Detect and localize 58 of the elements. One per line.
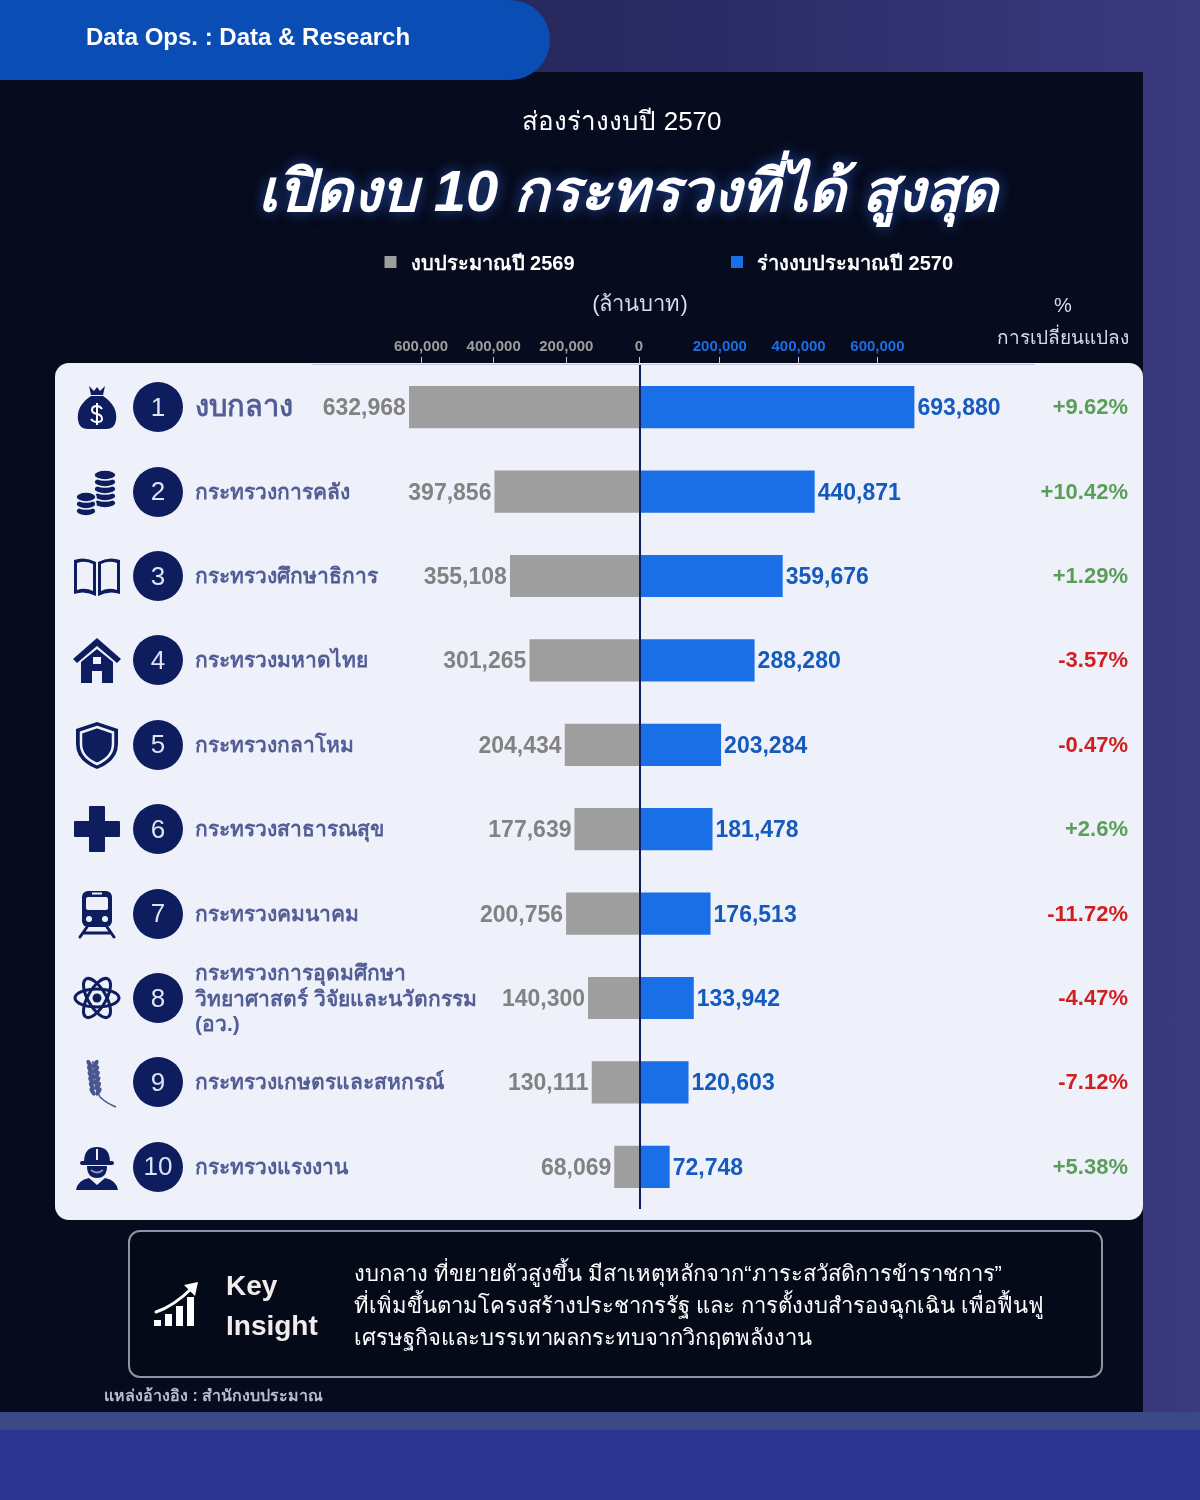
y-tick-label: กระทรวงมหาดไทย	[195, 648, 368, 672]
x-tick-label: 400,000	[466, 337, 521, 354]
y-tick-label: กระทรวงศึกษาธิการ	[195, 564, 378, 588]
text: +10.42%	[1040, 478, 1128, 505]
data-label: 203,284	[724, 731, 808, 758]
text: การเปลี่ยนแปลง	[997, 323, 1129, 350]
text: +9.62%	[1052, 394, 1128, 421]
x-tick-label: 600,000	[850, 337, 905, 354]
data-label: 440,871	[817, 478, 902, 505]
data-label: 301,265	[443, 647, 527, 674]
data-label: 397,856	[408, 478, 492, 505]
data-label: 130,111	[507, 1069, 589, 1096]
data-label: 133,942	[696, 985, 780, 1011]
data-label: 288,280	[757, 647, 841, 674]
chart-subtitle: ส่องร่างงบปี 2570	[522, 104, 722, 138]
text: -0.47%	[1058, 731, 1128, 758]
y-tick-label: กระทรวงการคลัง	[195, 479, 350, 503]
text: Data Ops. : Data & Research	[86, 23, 411, 51]
y-tick-label: กระทรวงสาธารณสุข	[195, 816, 385, 842]
text: Key Insight	[226, 1269, 319, 1343]
data-label: 693,880	[917, 394, 1001, 421]
data-label: 181,478	[715, 816, 799, 843]
data-label: 359,676	[785, 563, 869, 589]
data-label: 177,639	[488, 816, 572, 843]
text: -4.47%	[1058, 985, 1128, 1011]
data-label: 632,968	[322, 394, 407, 421]
data-label: 68,069	[540, 1153, 612, 1180]
y-tick-label: กระทรวงคมนาคม	[195, 901, 359, 925]
x-axis-title: (ล้านบาท)	[592, 289, 688, 318]
data-label: 72,748	[672, 1153, 744, 1180]
text: +2.6%	[1065, 816, 1128, 843]
text: %	[1054, 293, 1072, 317]
data-label: 200,756	[479, 900, 564, 927]
text: แหล่งอ้างอิง : สำนักงบประมาณ	[104, 1385, 324, 1406]
y-tick-label: กระทรวงกลาโหม	[195, 732, 354, 756]
data-label: 204,434	[478, 731, 562, 758]
legend-label: งบประมาณปี 2569	[410, 251, 575, 274]
text: +1.29%	[1052, 563, 1128, 589]
data-label: 140,300	[501, 985, 586, 1011]
data-label: 176,513	[713, 900, 797, 927]
text: -11.72%	[1047, 900, 1128, 927]
x-tick-label: 200,000	[539, 337, 594, 354]
text: -3.57%	[1058, 647, 1128, 674]
data-label: 120,603	[691, 1069, 775, 1096]
chart-title: เปิดงบ 10 กระทรวงที่ได้ สูงสุด	[257, 149, 999, 229]
x-tick-label: 0	[634, 337, 644, 354]
text: -7.12%	[1058, 1069, 1128, 1096]
x-tick-label: 200,000	[692, 337, 747, 354]
y-tick-label: กระทรวงแรงงาน	[195, 1154, 350, 1180]
y-tick-label: กระทรวงเกษตรและสหกรณ์	[195, 1069, 445, 1096]
data-label: 355,108	[423, 563, 507, 589]
text: +5.38%	[1052, 1153, 1128, 1180]
legend-label: ร่างงบประมาณปี 2570	[757, 251, 954, 274]
y-tick-label: งบกลาง	[195, 390, 293, 423]
x-tick-label: 600,000	[393, 337, 449, 354]
y-tick-label: กระทรวงการอุดมศึกษา วิทยาศาสตร์ วิจัยและนวัตกรรม (อว.)	[195, 959, 478, 1037]
x-tick-label: 400,000	[771, 337, 826, 354]
text: งบกลาง ที่ขยายตัวสูงขึ้น มีสาเหตุหลักจาก“ภาระสวัสดิการข้าราชการ” ที่เพิ่มขึ้นตามโครงสร้างประชากรรัฐ และ การตั้งงบสำรองฉุกเฉิน เพื่อฟื้นฟู เศรษฐกิจและบรรเทาผลกระทบจากวิกฤตพลังงาน	[354, 1258, 1045, 1353]
